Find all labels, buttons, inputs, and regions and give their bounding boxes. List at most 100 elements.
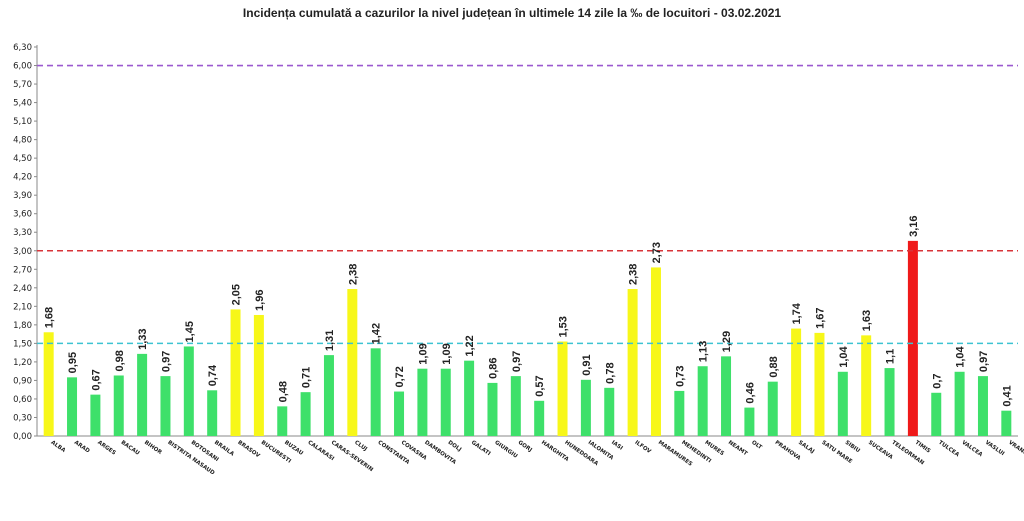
bar-ilfov	[627, 289, 638, 436]
y-tick-label: 1,80	[13, 321, 32, 331]
data-label: 0,71	[301, 367, 313, 388]
bar-giurgiu	[487, 382, 498, 436]
x-tick-label: BIHOR	[143, 440, 163, 457]
x-tick-label: BACAU	[120, 440, 141, 457]
x-tick-label: GIURGIU	[493, 440, 518, 460]
bar-bacau	[113, 375, 124, 436]
data-label: 0,41	[1001, 385, 1013, 406]
x-tick-label: VRANCEA	[1007, 440, 1024, 462]
y-tick-label: 0,30	[13, 413, 32, 423]
data-label: 0,7	[931, 373, 943, 388]
chart-title: Incidența cumulată a cazurilor la nivel …	[242, 6, 782, 20]
bar-harghita	[534, 400, 545, 436]
bar-ialomita	[580, 379, 591, 436]
data-label: 1,33	[137, 328, 149, 349]
data-label: 0,86	[487, 357, 499, 378]
y-tick-label: 5,70	[13, 80, 32, 90]
data-label: 0,48	[277, 381, 289, 402]
data-label: 1,53	[558, 316, 570, 337]
data-label: 0,91	[581, 354, 593, 375]
data-label: 2,73	[651, 242, 663, 263]
data-label: 1,67	[814, 307, 826, 328]
x-tick-label: SIBIU	[844, 440, 861, 455]
y-tick-label: 5,10	[13, 117, 32, 127]
data-label: 1,31	[324, 330, 336, 351]
data-label: 0,67	[90, 369, 102, 390]
bar-hunedoara	[557, 341, 568, 436]
x-tick-label: CARAS-SEVERIN	[330, 440, 374, 474]
x-tick-label: GALATI	[470, 440, 491, 457]
data-label: 1,68	[44, 307, 56, 328]
data-label: 0,97	[511, 351, 523, 372]
y-tick-label: 1,20	[13, 358, 32, 368]
data-label: 0,74	[207, 364, 219, 386]
bar-iasi	[604, 387, 615, 436]
y-tick-label: 0,90	[13, 376, 32, 386]
bar-mures	[697, 366, 708, 436]
data-label: 1,13	[698, 341, 710, 362]
data-label: 1,09	[441, 343, 453, 364]
data-label: 1,96	[254, 290, 266, 311]
data-label: 0,95	[67, 352, 79, 373]
y-tick-label: 3,60	[13, 210, 32, 220]
data-label: 0,73	[674, 366, 686, 387]
bar-timis	[907, 240, 918, 436]
data-label: 1,22	[464, 335, 476, 356]
bar-valcea	[954, 371, 965, 436]
data-label: 1,45	[184, 321, 196, 342]
x-tick-label: ARAD	[73, 440, 91, 455]
y-tick-label: 4,20	[13, 173, 32, 183]
bar-bistrita-nasaud	[160, 376, 171, 436]
x-tick-label: CLUJ	[353, 440, 368, 453]
x-tick-label: TIMIS	[914, 440, 932, 455]
bar-brasov	[230, 309, 241, 436]
bar-braila	[207, 390, 218, 436]
data-label: 1,1	[885, 349, 897, 364]
bar-dambovita	[417, 368, 428, 436]
bar-bihor	[137, 353, 148, 436]
data-label: 1,09	[417, 343, 429, 364]
bar-galati	[464, 360, 475, 436]
y-tick-label: 6,00	[13, 62, 32, 72]
y-tick-label: 3,00	[13, 247, 32, 257]
y-tick-label: 5,40	[13, 99, 32, 109]
bar-covasna	[394, 391, 405, 436]
bar-botosani	[183, 346, 194, 436]
x-tick-label: IASI	[610, 440, 624, 452]
bar-teleorman	[884, 368, 895, 436]
data-label: 0,97	[160, 351, 172, 372]
data-label: 1,04	[838, 345, 850, 367]
x-tick-label: MURES	[704, 440, 725, 457]
y-tick-label: 1,50	[13, 339, 32, 349]
data-label: 0,97	[978, 351, 990, 372]
x-tick-label: SUCEAVA	[867, 440, 894, 462]
y-tick-label: 4,50	[13, 154, 32, 164]
data-label: 0,57	[534, 375, 546, 396]
data-label: 0,78	[604, 362, 616, 383]
y-tick-label: 2,70	[13, 265, 32, 275]
y-tick-label: 3,90	[13, 191, 32, 201]
x-tick-label: VALCEA	[960, 440, 983, 459]
x-tick-label: DOLJ	[447, 440, 463, 453]
x-tick-label: BRASOV	[236, 440, 261, 460]
data-label: 0,88	[768, 356, 780, 377]
y-tick-label: 2,40	[13, 284, 32, 294]
bar-olt	[744, 407, 755, 436]
bar-constanta	[370, 348, 381, 436]
bar-arad	[67, 377, 78, 436]
data-label: 1,42	[371, 323, 383, 344]
bar-calarasi	[300, 392, 311, 436]
y-tick-label: 6,30	[13, 43, 32, 53]
bar-neamt	[721, 356, 732, 436]
bar-cluj	[347, 289, 358, 436]
data-label: 2,05	[231, 284, 243, 305]
x-tick-label: TULCEA	[937, 440, 961, 459]
bar-bucuresti	[253, 314, 264, 436]
y-tick-label: 2,10	[13, 302, 32, 312]
bar-mehedinti	[674, 390, 685, 436]
x-tick-label: ALBA	[50, 440, 67, 455]
bar-suceava	[861, 335, 872, 436]
bar-arges	[90, 394, 101, 436]
data-label: 1,63	[861, 310, 873, 331]
